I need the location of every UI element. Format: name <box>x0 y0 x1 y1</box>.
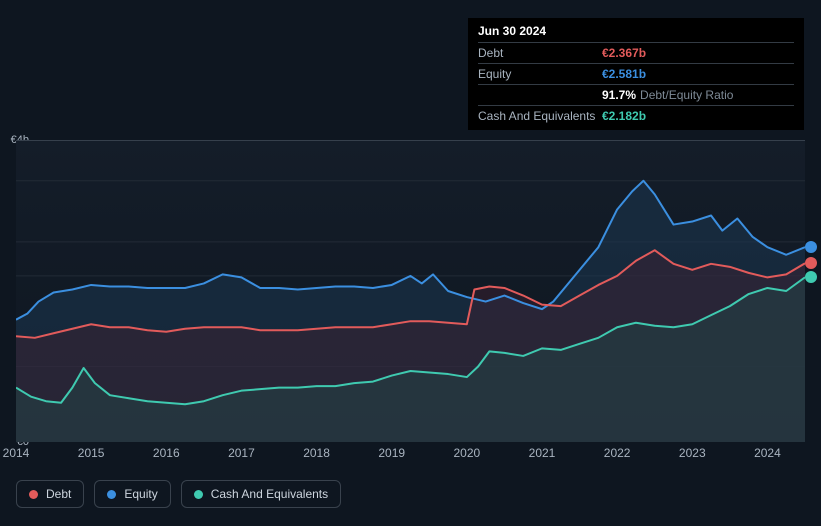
x-axis: 2014201520162017201820192020202120222023… <box>16 446 805 466</box>
tooltip-value: €2.581b <box>602 67 646 81</box>
x-tick-label: 2021 <box>529 446 556 460</box>
tooltip-label: Equity <box>478 67 602 81</box>
tooltip-value: €2.367b <box>602 46 646 60</box>
x-tick-label: 2015 <box>78 446 105 460</box>
x-tick-label: 2019 <box>378 446 405 460</box>
tooltip-label: Debt <box>478 46 602 60</box>
legend-dot-icon <box>29 490 38 499</box>
legend: Debt Equity Cash And Equivalents <box>16 480 341 508</box>
x-tick-label: 2023 <box>679 446 706 460</box>
tooltip-row: Debt€2.367b <box>478 42 794 63</box>
legend-dot-icon <box>194 490 203 499</box>
tooltip-label: Cash And Equivalents <box>478 109 602 123</box>
x-tick-label: 2024 <box>754 446 781 460</box>
legend-item-debt[interactable]: Debt <box>16 480 84 508</box>
x-tick-label: 2017 <box>228 446 255 460</box>
tooltip-value: 91.7%Debt/Equity Ratio <box>602 88 733 102</box>
tooltip-value: €2.182b <box>602 109 646 123</box>
tooltip-date: Jun 30 2024 <box>478 24 794 42</box>
x-tick-label: 2014 <box>3 446 30 460</box>
hover-tooltip: Jun 30 2024 Debt€2.367bEquity€2.581b91.7… <box>468 18 804 130</box>
tooltip-row: Equity€2.581b <box>478 63 794 84</box>
x-tick-label: 2020 <box>453 446 480 460</box>
edge-marker-cash <box>805 271 817 283</box>
x-tick-label: 2016 <box>153 446 180 460</box>
edge-marker-equity <box>805 241 817 253</box>
tooltip-row: 91.7%Debt/Equity Ratio <box>478 84 794 105</box>
x-tick-label: 2022 <box>604 446 631 460</box>
chart-plot[interactable] <box>16 140 805 442</box>
legend-dot-icon <box>107 490 116 499</box>
legend-label: Debt <box>46 487 71 501</box>
legend-label: Equity <box>124 487 157 501</box>
legend-item-cash[interactable]: Cash And Equivalents <box>181 480 341 508</box>
legend-label: Cash And Equivalents <box>211 487 328 501</box>
tooltip-label <box>478 88 602 102</box>
edge-marker-debt <box>805 257 817 269</box>
tooltip-row: Cash And Equivalents€2.182b <box>478 105 794 126</box>
chart-container: €0€4b 2014201520162017201820192020202120… <box>0 0 821 526</box>
x-tick-label: 2018 <box>303 446 330 460</box>
tooltip-suffix: Debt/Equity Ratio <box>640 88 733 102</box>
legend-item-equity[interactable]: Equity <box>94 480 170 508</box>
